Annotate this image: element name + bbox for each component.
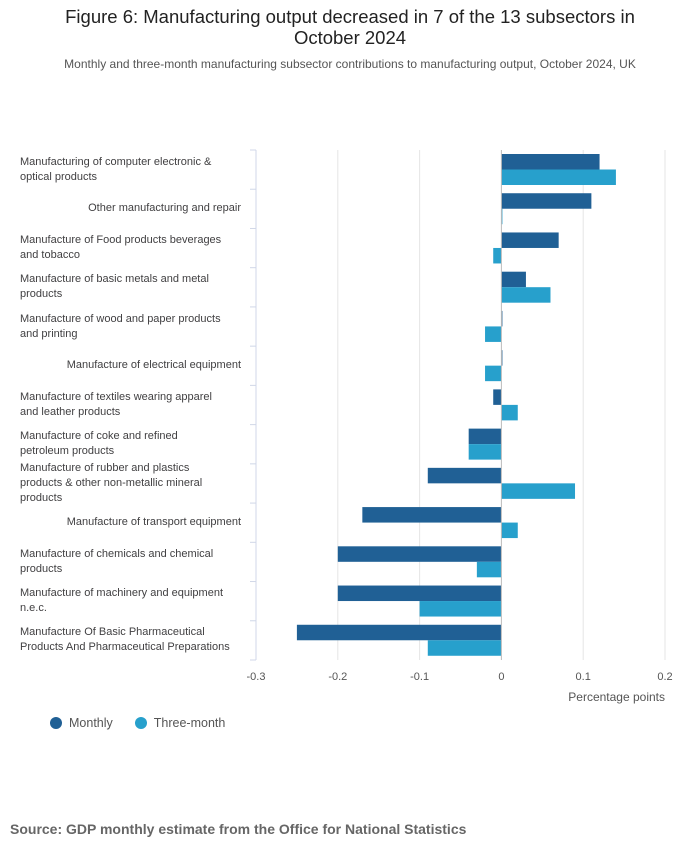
category-label-line: products — [20, 562, 63, 575]
category-label: Manufacture of coke and refined petroleum… — [20, 429, 178, 459]
legend-item-three-month[interactable]: Three-month — [134, 716, 226, 730]
bar-three-month — [501, 522, 518, 539]
category-label-line: optical products — [20, 170, 98, 183]
bar-three-month — [493, 247, 502, 264]
bar-three-month — [476, 561, 502, 578]
category-label-line: products — [20, 288, 63, 301]
legend: Monthly Three-month — [50, 716, 225, 730]
legend-item-monthly[interactable]: Monthly — [50, 716, 113, 730]
legend-swatch-three-month — [134, 717, 147, 729]
category-label-line: Manufacture of machinery and equipment — [20, 587, 224, 600]
bar-three-month — [468, 444, 502, 460]
chart-subtitle: Monthly and three-month manufacturing su… — [64, 57, 636, 71]
category-label-line: Other manufacturing and repair — [88, 202, 241, 215]
category-label-line: products — [20, 491, 63, 504]
category-label-line: Manufacturing of computer electronic & — [20, 155, 212, 168]
source-note: Source: GDP monthly estimate from the Of… — [10, 821, 467, 837]
chart-title: Figure 6: Manufacturing output decreased… — [65, 6, 635, 48]
category-label-line: Manufacture of textiles wearing apparel — [20, 391, 212, 403]
category-label: Manufacture of basic metals and metal pro… — [20, 272, 209, 302]
bar-monthly — [337, 546, 502, 562]
bar-monthly — [362, 507, 502, 523]
category-label: Manufacture of transport equipment — [67, 515, 241, 530]
category-label-line: Manufacture of chemicals and chemical — [20, 547, 214, 560]
category-label: Manufacture of electrical equipment — [67, 358, 241, 373]
category-label-line: Manufacture of electrical equipment — [66, 359, 241, 372]
category-label-line: petroleum products — [20, 445, 115, 458]
category-label-line: and printing — [20, 327, 78, 340]
category-label: Other manufacturing and repair — [88, 201, 241, 216]
category-label: Manufacture of Food products beverages an… — [20, 233, 221, 263]
bar-three-month — [485, 365, 502, 382]
bar-monthly — [501, 232, 559, 248]
bar-monthly — [493, 389, 502, 405]
bar-monthly — [296, 624, 502, 641]
category-label: Manufacture of chemicals and chemical pro… — [20, 547, 213, 577]
x-axis-title: Percentage points — [568, 690, 665, 704]
bar-three-month — [427, 640, 502, 656]
category-label: Manufacture of textiles wearing apparel a… — [20, 390, 212, 420]
bar-three-month — [501, 169, 616, 185]
category-label: Manufacture of machinery and equipment n.… — [20, 586, 223, 616]
category-label: Manufacture Of Basic Pharmaceutical Produ… — [20, 625, 230, 655]
category-label-line: Manufacture of rubber and plastics — [20, 461, 190, 474]
category-label: Manufacture of rubber and plastics produc… — [20, 461, 202, 506]
category-label-line: Manufacture of wood and paper products — [20, 312, 221, 325]
bar-monthly — [337, 585, 502, 602]
bar-monthly — [468, 428, 502, 445]
x-tick-label: 0.1 — [576, 671, 591, 683]
category-label-line: and leather products — [20, 406, 121, 418]
bar-monthly — [501, 154, 600, 170]
x-tick-label: -0.1 — [410, 671, 429, 683]
bar-monthly — [501, 193, 592, 209]
category-label-line: Products And Pharmaceutical Preparations — [20, 641, 230, 654]
bar-three-month — [419, 601, 502, 617]
x-tick-label: -0.3 — [247, 671, 266, 683]
category-label-line: Manufacture of coke and refined — [20, 430, 178, 443]
bar-three-month — [501, 483, 576, 499]
bar-monthly — [501, 271, 526, 288]
bar-three-month — [501, 404, 518, 421]
category-label-line: Manufacture Of Basic Pharmaceutical — [20, 626, 205, 639]
category-label-line: Manufacture of transport equipment — [66, 516, 241, 529]
category-label-line: Manufacture of Food products beverages — [20, 234, 222, 247]
x-tick-label: -0.2 — [328, 671, 347, 683]
x-tick-label: 0 — [498, 671, 504, 683]
category-label-line: Manufacture of basic metals and metal — [20, 273, 209, 286]
category-label: Manufacture of wood and paper products an… — [20, 312, 221, 342]
category-label: Manufacturing of computer electronic & op… — [20, 155, 211, 185]
legend-swatch-monthly — [50, 717, 62, 729]
legend-label-monthly: Monthly — [69, 716, 113, 730]
category-label-line: n.e.c. — [20, 602, 47, 615]
bar-three-month — [485, 326, 502, 342]
category-label-line: and tobacco — [20, 249, 80, 262]
bar-monthly — [427, 467, 502, 484]
bar-three-month — [501, 287, 551, 303]
legend-label-three-month: Three-month — [153, 716, 226, 730]
x-tick-label: 0.2 — [657, 671, 672, 683]
category-label-line: products & other non-metallic mineral — [20, 476, 203, 489]
